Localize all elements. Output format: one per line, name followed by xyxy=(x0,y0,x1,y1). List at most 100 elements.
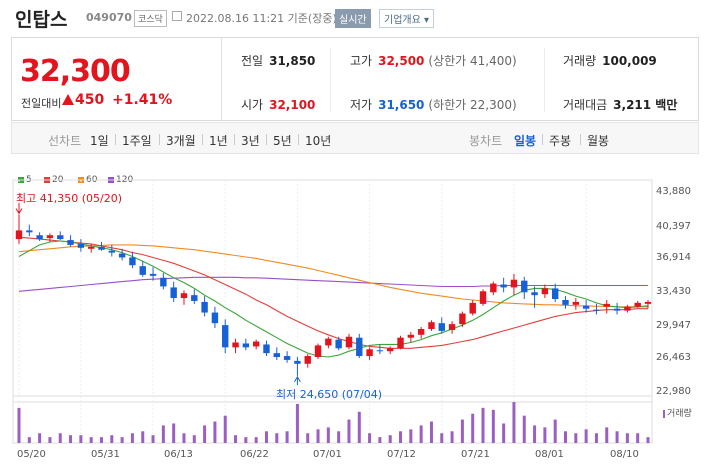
realtime-button[interactable]: 실시간 xyxy=(335,9,371,28)
candle-body xyxy=(139,266,146,275)
chevron-down-icon: ▾ xyxy=(424,15,430,26)
candle-daily[interactable]: 일봉 xyxy=(514,134,537,148)
high-label: 고가 xyxy=(350,54,373,68)
volume-bar xyxy=(182,433,186,443)
candle-body xyxy=(500,284,507,288)
volume-bar xyxy=(192,435,196,443)
calendar-icon xyxy=(172,11,182,21)
period-3y[interactable]: 3년 xyxy=(241,134,260,148)
volume-bar xyxy=(316,429,320,443)
candle-body xyxy=(417,328,425,335)
volume-swatch xyxy=(663,409,665,418)
volume-bar xyxy=(213,421,217,443)
candle-body xyxy=(46,235,54,239)
candle-body xyxy=(201,301,208,313)
volume-item: 거래량 100,009 xyxy=(563,52,657,69)
volume-bar xyxy=(409,429,413,443)
candle-body xyxy=(582,305,590,309)
candle-body xyxy=(263,344,270,354)
candle-body xyxy=(283,356,291,360)
high-item: 고가 32,500 (상한가 41,400) xyxy=(350,52,517,69)
corp-info-dropdown[interactable]: 기업개요 ▾ xyxy=(379,9,435,28)
candle-body xyxy=(211,312,219,324)
line-chart-label: 선차트 xyxy=(48,134,82,148)
candle-body xyxy=(57,235,64,240)
divider xyxy=(115,134,116,145)
candle-body xyxy=(448,324,456,330)
volume-bar xyxy=(368,433,372,443)
candle-body xyxy=(469,302,476,314)
candle-body xyxy=(593,309,600,311)
volume-value: 100,009 xyxy=(602,54,657,68)
volume-bar xyxy=(594,433,598,443)
volume-bar xyxy=(275,433,279,443)
divider xyxy=(159,134,160,145)
candle-body xyxy=(180,293,188,299)
x-tick-label: 08/10 xyxy=(610,449,639,460)
volume-bar xyxy=(234,435,238,443)
high-arrow-head xyxy=(15,208,23,215)
candle-body xyxy=(273,353,280,358)
volume-bar xyxy=(450,431,454,443)
lower-limit: (하한가 22,300) xyxy=(428,98,517,112)
divider xyxy=(580,134,581,145)
trade-value: 3,211 백만 xyxy=(613,98,678,112)
candle-body xyxy=(541,288,549,295)
prev-close-label: 전일 xyxy=(241,54,264,68)
price-box: 32,300 전일대비 450 +1.41% xyxy=(12,38,222,120)
period-1y[interactable]: 1년 xyxy=(209,134,228,148)
volume-label: 거래량 xyxy=(563,54,597,68)
volume-bar xyxy=(471,413,475,443)
volume-bar xyxy=(347,419,351,443)
volume-bar xyxy=(120,437,124,443)
volume-bar xyxy=(223,415,227,443)
volume-bar xyxy=(161,425,165,443)
x-tick-label: 07/12 xyxy=(387,449,416,460)
divider xyxy=(298,134,299,145)
volume-bar xyxy=(58,433,62,443)
period-3m[interactable]: 3개월 xyxy=(166,134,196,148)
candle-body xyxy=(552,288,559,300)
candle-body xyxy=(118,253,126,258)
low-arrow-head xyxy=(293,375,301,383)
trade-value-label: 거래대금 xyxy=(563,98,608,112)
ma120-line xyxy=(18,276,648,292)
candle-body xyxy=(26,230,33,233)
volume-bar xyxy=(130,433,134,443)
period-10y[interactable]: 10년 xyxy=(305,134,332,148)
candle-monthly[interactable]: 월봉 xyxy=(587,134,610,148)
y-tick-label: 26,463 xyxy=(656,352,691,363)
candle-body xyxy=(222,325,229,348)
candle-body xyxy=(314,345,322,358)
volume-bar xyxy=(533,425,537,443)
period-5y[interactable]: 5년 xyxy=(273,134,292,148)
candle-body xyxy=(87,246,95,249)
candle-body xyxy=(407,334,415,338)
period-1d[interactable]: 1일 xyxy=(90,134,109,148)
volume-bar xyxy=(38,433,42,443)
period-toolbar: 선차트 1일 1주일 3개월 1년 3년 5년 10년 봉차트 일봉 주봉 월봉 xyxy=(11,122,699,154)
candle-weekly[interactable]: 주봉 xyxy=(549,134,572,148)
volume-bar xyxy=(69,435,73,443)
volume-bar xyxy=(172,423,176,443)
period-1w[interactable]: 1주일 xyxy=(122,134,152,148)
volume-bar xyxy=(141,431,145,443)
candle-body xyxy=(356,337,363,357)
candle-body xyxy=(459,313,466,325)
y-tick-label: 40,397 xyxy=(656,221,691,232)
candle-body xyxy=(376,350,384,352)
prev-close-value: 31,850 xyxy=(269,54,316,68)
open-label: 시가 xyxy=(241,98,264,112)
trade-value-item: 거래대금 3,211 백만 xyxy=(563,96,677,113)
up-triangle-icon xyxy=(62,94,74,105)
volume-bar xyxy=(48,437,52,443)
change-label: 전일대비 xyxy=(21,97,62,110)
volume-bar xyxy=(584,429,588,443)
volume-bar xyxy=(481,407,485,443)
candle-body xyxy=(438,323,445,331)
current-price: 32,300 xyxy=(20,54,131,89)
x-tick-label: 07/21 xyxy=(461,449,490,460)
candle-body xyxy=(170,287,177,299)
low-label: 저가 xyxy=(350,98,373,112)
